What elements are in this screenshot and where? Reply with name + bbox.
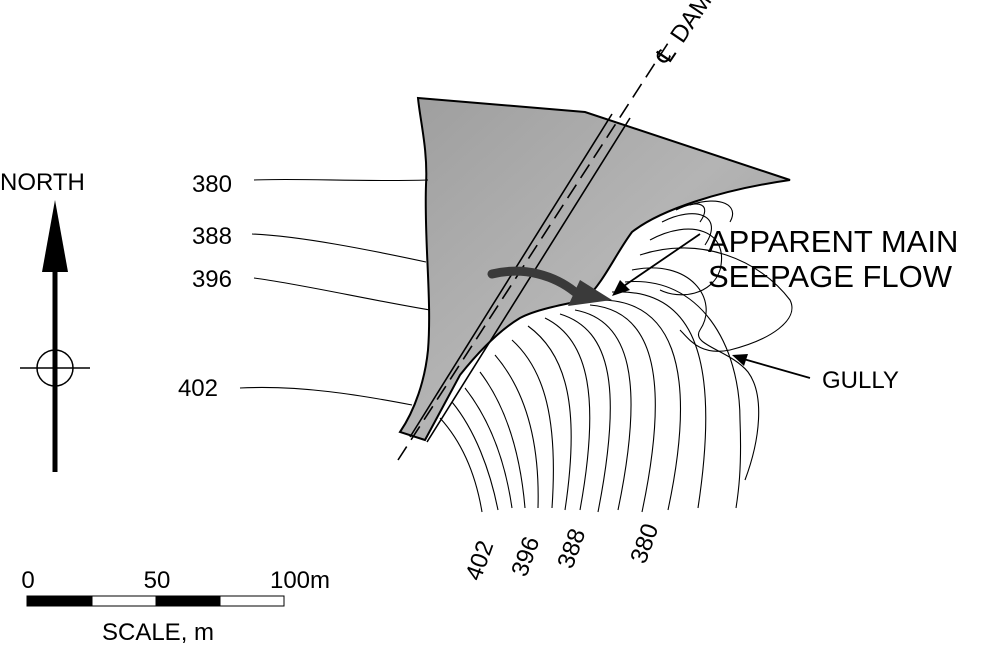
gully-label: GULLY xyxy=(732,354,899,394)
dam-centerline xyxy=(397,39,671,461)
contour-label-388-south: 388 xyxy=(552,525,591,572)
north-arrow-icon: NORTH xyxy=(0,169,90,472)
scale-caption: SCALE, m xyxy=(102,619,214,646)
seepage-label-line2: SEEPAGE FLOW xyxy=(708,259,953,294)
contour-label-396-south: 396 xyxy=(506,533,545,580)
contour-label-402-south: 402 xyxy=(460,537,499,584)
dam-text: DAM xyxy=(665,0,717,48)
contour-label-380-south: 380 xyxy=(625,520,664,567)
seepage-label: APPARENT MAIN SEEPAGE FLOW xyxy=(612,224,958,296)
contour-label-380-west: 380 xyxy=(192,171,232,198)
centerline-symbol: ℄ xyxy=(650,41,682,70)
west-contour-labels: 380 388 396 402 xyxy=(178,171,232,402)
downstream-contour-lines xyxy=(439,200,793,513)
scale-tick-0: 0 xyxy=(21,567,34,594)
contour-label-388-west: 388 xyxy=(192,223,232,250)
south-contour-labels: 402 396 388 380 xyxy=(460,520,664,584)
gully-text: GULLY xyxy=(822,367,899,394)
seepage-label-line1: APPARENT MAIN xyxy=(708,224,958,259)
contour-label-396-west: 396 xyxy=(192,266,232,293)
contour-label-402-west: 402 xyxy=(178,375,218,402)
west-contour-lines xyxy=(239,178,431,406)
north-label: NORTH xyxy=(0,169,85,196)
flow-arrow-icon xyxy=(487,266,612,306)
dam-label: ℄ DAM xyxy=(650,0,717,70)
crosshair-circle-icon xyxy=(20,349,90,387)
scale-bar: 0 50 100m SCALE, m xyxy=(21,567,330,646)
scale-tick-100: 100m xyxy=(270,567,330,594)
scale-tick-50: 50 xyxy=(144,567,171,594)
svg-text:℄ DAM: ℄ DAM xyxy=(650,0,717,70)
